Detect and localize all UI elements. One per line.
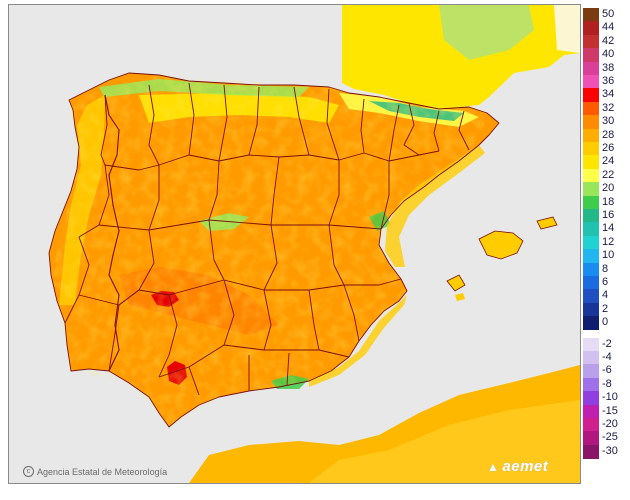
legend-label: 2 [602,302,609,315]
legend-swatch [583,101,599,116]
aemet-logo: ▲ aemet [487,458,548,475]
legend-swatch [583,155,599,170]
legend-swatch [583,276,599,290]
east-coast-band [385,145,485,267]
temperature-legend: 50 44 42 40 38 36 34 32 30 28 26 24 22 20 18 16 14 12 10 8 6… [583,8,628,488]
legend-swatch [583,444,599,459]
legend-label: 12 [602,235,615,248]
southeast-coast-band [309,295,407,387]
legend-label: 10 [602,249,615,262]
copyright-icon: c [23,466,34,477]
legend-swatch [583,61,599,76]
legend-swatch [583,377,599,392]
legend-label: 44 [602,21,615,34]
legend-label: 8 [602,262,609,275]
legend-swatch [583,195,599,210]
legend-swatch [583,48,599,63]
temperature-map [8,4,581,484]
legend-swatch [583,316,599,331]
legend-swatch [583,302,599,317]
legend-label: -10 [602,391,618,404]
legend-label: -15 [602,404,618,417]
legend-swatch [583,182,599,197]
legend-label: 22 [602,168,615,181]
legend-swatch [583,75,599,89]
legend-label: 16 [602,209,615,221]
legend-swatch [583,404,599,419]
legend-swatch [583,209,599,223]
legend-swatch [583,337,599,352]
legend-label: 0 [602,316,609,329]
logo-text: aemet [502,458,549,475]
legend-swatch [583,168,599,183]
legend-swatch [583,249,599,264]
legend-label: -8 [602,377,612,390]
legend-label: -6 [602,364,612,377]
legend-label: -2 [602,337,612,350]
north-africa-inner [309,400,580,483]
france-land-cool [439,5,534,60]
legend-label: 50 [602,8,615,20]
legend-label: 4 [602,289,609,302]
formentera [455,293,465,301]
legend-label: -30 [602,444,618,457]
legend-label: 36 [602,75,615,87]
legend-label: -25 [602,431,618,444]
legend-swatch [583,289,599,304]
legend-swatch [583,351,599,365]
legend-swatch [583,142,599,156]
legend-swatch [583,88,599,103]
legend-label: -4 [602,351,612,363]
island-borders [446,216,558,292]
legend-label: 6 [602,276,609,288]
legend-label: 30 [602,115,615,128]
aemet-logo-icon: ▲ [487,459,500,474]
legend-swatch [583,128,599,143]
copyright-credit: c Agencia Estatal de Meteorología [23,466,167,477]
legend-label: 34 [602,88,615,101]
legend-label: 26 [602,142,615,154]
legend-swatch [583,222,599,237]
legend-swatch [583,34,599,49]
legend-swatch [583,21,599,36]
legend-label: 32 [602,101,615,114]
legend-swatch [583,391,599,406]
legend-label: -20 [602,418,618,430]
legend-swatch [583,115,599,130]
legend-swatch [583,235,599,250]
legend-label: 24 [602,155,615,168]
legend-label: 28 [602,128,615,141]
legend-label: 18 [602,195,615,208]
corner-pale-area [554,5,580,53]
legend-swatch [583,8,599,22]
portugal-border [104,94,120,372]
legend-label: 42 [602,34,615,47]
legend-label: 14 [602,222,615,235]
legend-label: 38 [602,61,615,74]
legend-swatch [583,364,599,379]
legend-label: 40 [602,48,615,61]
province-borders [48,72,500,428]
mallorca [479,231,523,259]
credit-text: Agencia Estatal de Meteorología [37,466,168,477]
legend-label: 20 [602,182,615,195]
legend-swatch [583,431,599,446]
legend-swatch [583,418,599,432]
legend-swatch [583,262,599,277]
